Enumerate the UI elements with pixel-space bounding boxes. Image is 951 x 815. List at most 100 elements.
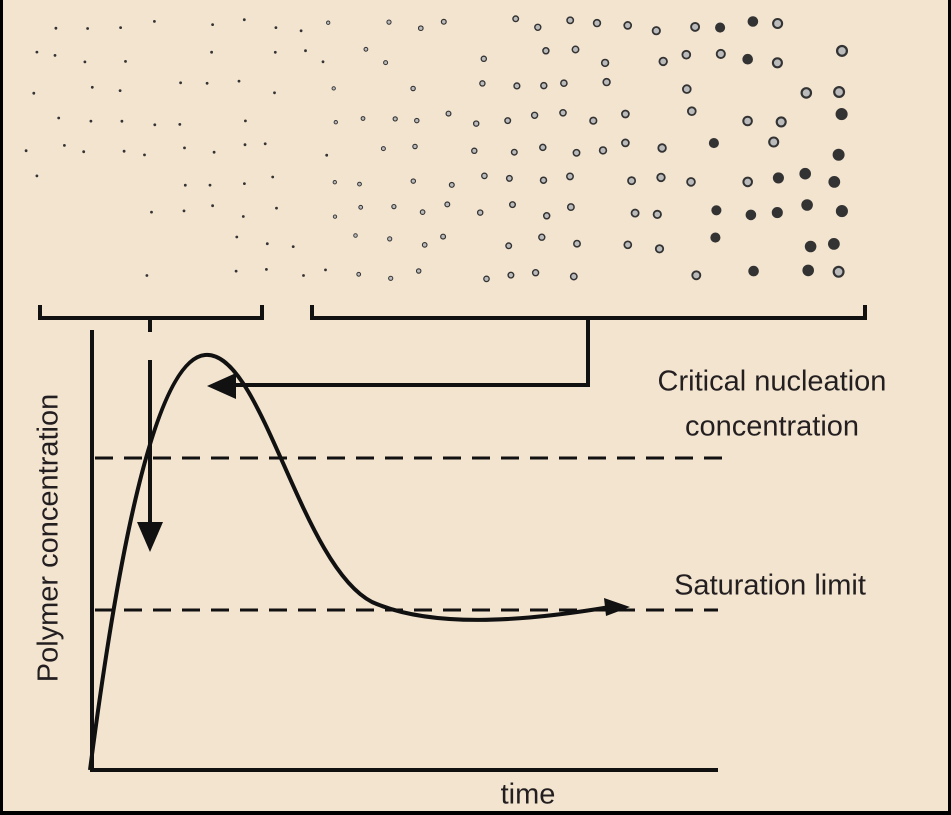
particle [832, 148, 845, 161]
particle [708, 138, 719, 149]
particle [178, 123, 182, 126]
particle [742, 176, 754, 188]
particle [419, 209, 426, 215]
particle [686, 177, 696, 187]
particle [681, 84, 692, 94]
arrowhead [207, 373, 236, 399]
particle [321, 60, 325, 64]
particle [274, 26, 278, 29]
particle [513, 82, 521, 90]
y-axis-label: Polymer concentration [33, 394, 65, 683]
particle [243, 182, 246, 186]
particle [63, 144, 66, 147]
particle [143, 153, 146, 157]
particle [412, 143, 418, 150]
particle [600, 58, 610, 68]
background [3, 0, 948, 811]
particle [119, 26, 122, 29]
particle [800, 87, 813, 99]
particle [505, 242, 513, 250]
particle [387, 236, 393, 242]
particle [531, 269, 540, 277]
particle [799, 167, 811, 180]
particle [333, 120, 338, 125]
particle [242, 18, 246, 22]
particle [569, 272, 578, 281]
particle [265, 268, 268, 271]
particle [775, 116, 787, 128]
particle [120, 119, 124, 123]
particle [145, 274, 149, 277]
particle [410, 178, 417, 184]
particle [828, 237, 840, 250]
particle [627, 176, 637, 186]
particle [505, 174, 513, 182]
particle [621, 138, 630, 148]
x-axis-label: time [501, 779, 556, 811]
particle [153, 20, 156, 23]
particle [804, 240, 817, 253]
particle-field [24, 15, 849, 283]
particle [299, 29, 303, 33]
particle [291, 245, 295, 249]
particle [380, 146, 386, 152]
particle [183, 183, 187, 187]
particle [32, 91, 36, 95]
particle [768, 136, 780, 148]
arrowhead [137, 522, 163, 552]
particle [212, 150, 216, 154]
particle [124, 60, 127, 63]
particle [237, 79, 241, 83]
particle [480, 55, 488, 63]
particle [90, 85, 94, 89]
particle [479, 80, 486, 87]
particle [828, 175, 841, 188]
particle [652, 209, 662, 219]
particle [122, 149, 126, 153]
particle [304, 49, 307, 53]
particle [265, 242, 269, 246]
particle [391, 203, 397, 210]
particle [324, 268, 327, 272]
particle [211, 23, 215, 26]
particle [83, 60, 87, 64]
concentration-curve [88, 352, 611, 771]
particle [504, 117, 512, 125]
particle [448, 181, 455, 188]
particle [711, 205, 722, 216]
particle [542, 47, 550, 55]
particle [89, 119, 93, 123]
particle [57, 116, 61, 120]
particle [630, 208, 640, 218]
particle [208, 183, 212, 187]
particle [363, 46, 369, 52]
particle [539, 176, 548, 184]
particle [235, 235, 239, 239]
particle [745, 209, 757, 221]
particle [263, 142, 267, 146]
particle [530, 111, 539, 120]
particle [332, 214, 338, 219]
particle [243, 143, 247, 147]
particle [772, 172, 784, 184]
particle [598, 146, 608, 155]
particle [386, 19, 392, 25]
particle [592, 18, 602, 28]
particle [833, 85, 846, 98]
particle [183, 146, 186, 150]
particle [657, 143, 667, 153]
particle [86, 27, 89, 30]
particle [602, 77, 611, 87]
particle [388, 275, 394, 281]
particle [772, 17, 784, 30]
particle [621, 109, 630, 119]
particle [421, 242, 428, 248]
particle [415, 268, 422, 274]
critical-label: Critical nucleation [658, 366, 887, 398]
particle [566, 172, 574, 181]
particle [440, 233, 447, 240]
particle [835, 44, 849, 57]
particle [35, 174, 39, 178]
particle [832, 265, 845, 278]
particle [654, 244, 665, 254]
